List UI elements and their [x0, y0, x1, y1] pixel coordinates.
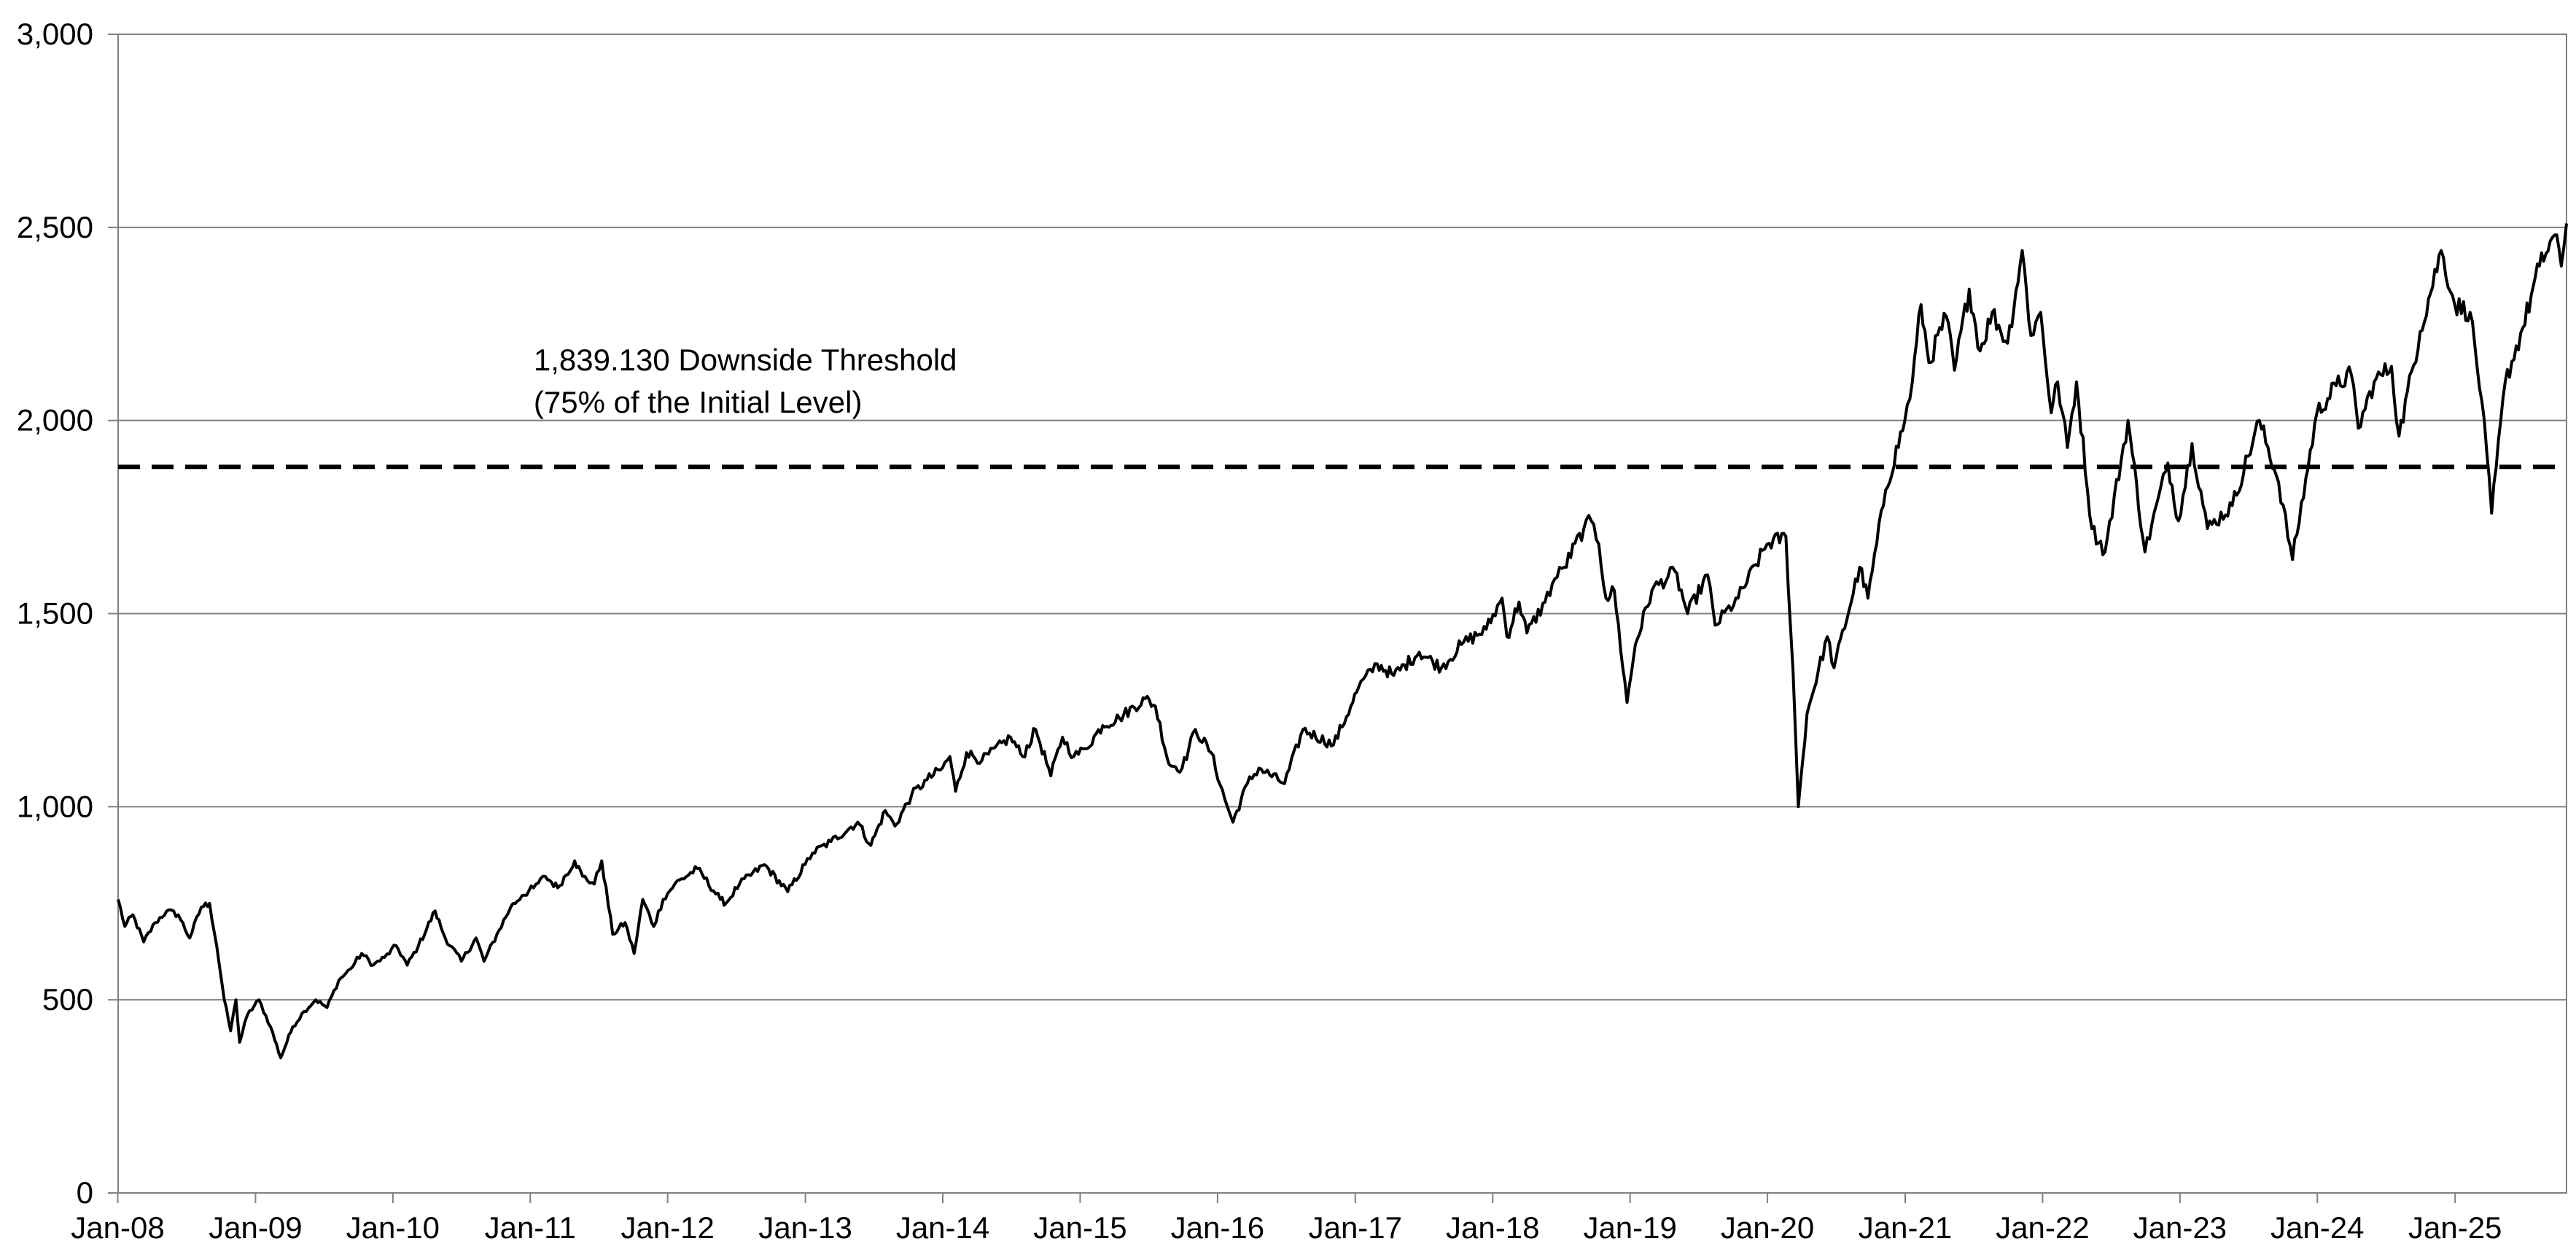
x-tick-label: Jan-16 [1171, 1210, 1264, 1245]
x-tick-label: Jan-13 [758, 1210, 852, 1245]
x-tick-label: Jan-11 [485, 1210, 576, 1245]
threshold-annotation-line: 1,839.130 Downside Threshold [534, 343, 957, 377]
x-tick-label: Jan-25 [2408, 1210, 2502, 1245]
axes [108, 34, 2567, 1203]
annotation-layer: 1,839.130 Downside Threshold (75% of the … [534, 343, 957, 419]
x-tick-label: Jan-09 [209, 1210, 302, 1245]
x-tick-label: Jan-23 [2133, 1210, 2227, 1245]
y-tick-label: 2,500 [17, 210, 93, 244]
x-tick-label: Jan-18 [1446, 1210, 1539, 1245]
x-tick-label: Jan-10 [346, 1210, 440, 1245]
x-tick-label: Jan-17 [1309, 1210, 1402, 1245]
x-tick-label: Jan-24 [2270, 1210, 2364, 1245]
y-tick-label: 3,000 [17, 17, 93, 51]
x-tick-label: Jan-12 [620, 1210, 714, 1245]
x-tick-label: Jan-21 [1859, 1210, 1952, 1245]
y-tick-label: 1,500 [17, 596, 93, 631]
x-tick-label: Jan-08 [71, 1210, 164, 1245]
y-tick-label: 500 [42, 982, 93, 1016]
x-tick-label: Jan-15 [1033, 1210, 1126, 1245]
plot-border [117, 34, 2567, 1194]
y-tick-label: 2,000 [17, 403, 93, 438]
x-tick-labels: Jan-08 Jan-09 Jan-10 Jan-11 Jan-12 Jan-13 Jan-… [71, 1210, 2502, 1245]
y-tick-label: 1,000 [17, 789, 93, 823]
series-layer [117, 223, 2568, 1059]
x-tick-label: Jan-20 [1721, 1210, 1814, 1245]
x-tick-label: Jan-14 [896, 1210, 989, 1245]
y-tick-label: 0 [77, 1175, 93, 1210]
threshold-annotation-line: (75% of the Initial Level) [534, 385, 863, 419]
x-tick-label: Jan-22 [1996, 1210, 2089, 1245]
y-tick-labels: 0 500 1,000 1,500 2,000 2,500 3,000 [17, 17, 93, 1210]
x-tick-label: Jan-19 [1583, 1210, 1676, 1245]
series-line [117, 223, 2568, 1059]
